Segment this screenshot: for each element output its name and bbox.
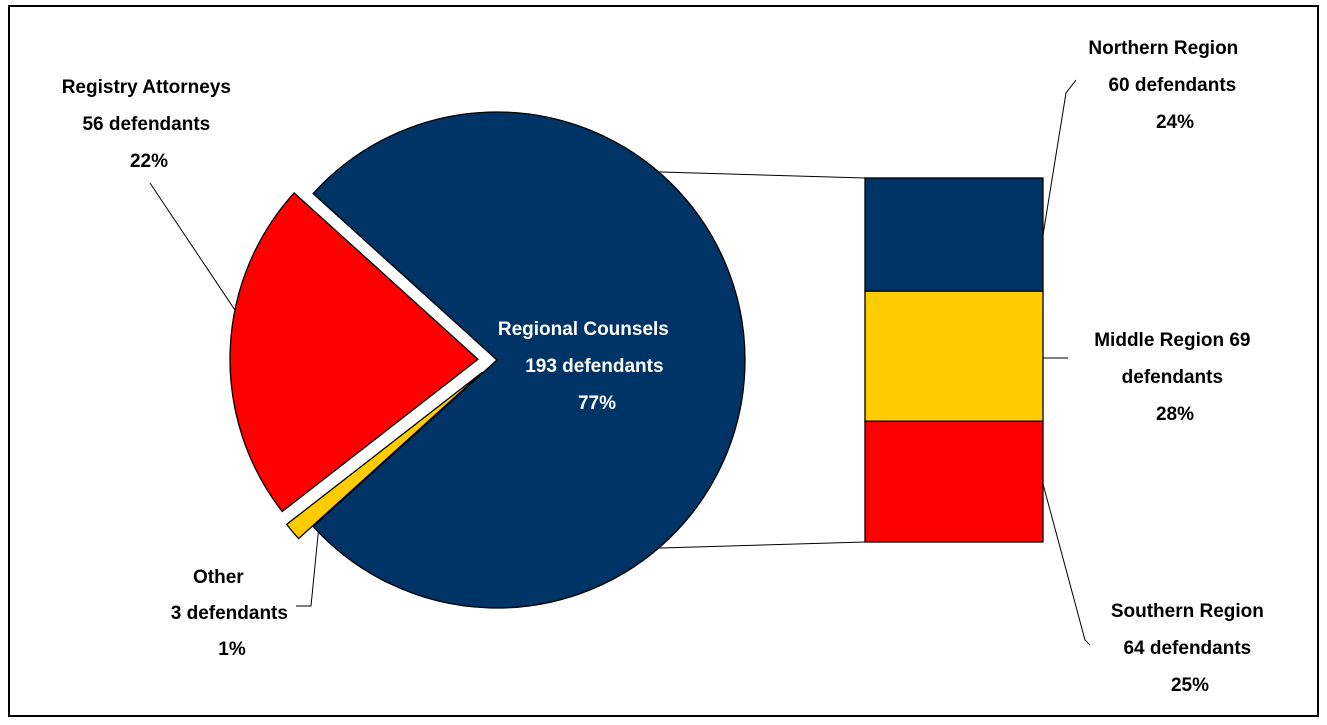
pie-slices — [229, 111, 746, 609]
label-regional-counsels: Regional Counsels 193 defendants 77% — [498, 319, 674, 414]
bar-segment-northern-region — [864, 177, 1044, 292]
leader-registry-attorneys — [149, 182, 266, 356]
label-southern-region: Southern Region 64 defendants 25% — [1111, 601, 1269, 696]
bar-segment-middle-region — [864, 290, 1044, 422]
label-other: Other 3 defendants 1% — [171, 567, 293, 660]
leader-southern-region — [1042, 483, 1091, 646]
leader-other — [296, 514, 321, 607]
pie-slice-regional-counsels — [312, 111, 746, 609]
bar-segments — [864, 177, 1044, 543]
leader-northern-region — [1042, 79, 1077, 236]
label-registry-attorneys: Registry Attorneys 56 defendants 22% — [62, 77, 237, 172]
bar-segment-southern-region — [864, 420, 1044, 543]
label-northern-region: Northern Region 60 defendants 24% — [1088, 38, 1243, 133]
chart-frame: Regional Counsels 193 defendants 77% Reg… — [8, 5, 1319, 717]
label-middle-region: Middle Region 69 defendants 28% — [1094, 330, 1256, 425]
pie-slice-registry-attorneys — [229, 191, 480, 513]
pie-slice-other — [285, 371, 483, 540]
